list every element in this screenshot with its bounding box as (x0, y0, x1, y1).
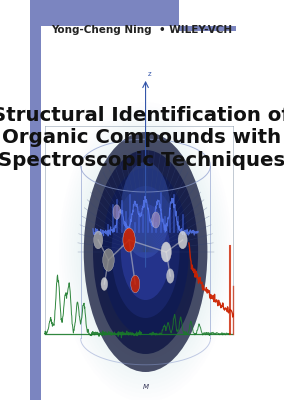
Circle shape (112, 186, 179, 318)
Circle shape (167, 269, 174, 283)
Text: z: z (148, 70, 151, 77)
Circle shape (161, 242, 171, 262)
FancyBboxPatch shape (30, 0, 179, 26)
Circle shape (101, 278, 108, 290)
Circle shape (121, 204, 170, 300)
Circle shape (121, 162, 170, 258)
Text: M: M (143, 384, 149, 390)
Circle shape (103, 249, 114, 271)
FancyBboxPatch shape (179, 26, 236, 31)
Circle shape (113, 205, 120, 219)
Circle shape (178, 231, 187, 249)
FancyBboxPatch shape (30, 26, 41, 400)
Circle shape (102, 168, 189, 336)
Text: • WILEY-VCH: • WILEY-VCH (159, 25, 232, 35)
Text: Yong-Cheng Ning: Yong-Cheng Ning (51, 25, 151, 35)
Circle shape (131, 275, 140, 293)
Text: Structural Identification of
Organic Compounds with
Spectroscopic Techniques: Structural Identification of Organic Com… (0, 106, 284, 170)
Circle shape (152, 212, 160, 228)
Circle shape (84, 132, 207, 372)
Circle shape (94, 231, 103, 249)
Circle shape (123, 228, 135, 252)
Circle shape (93, 150, 198, 354)
